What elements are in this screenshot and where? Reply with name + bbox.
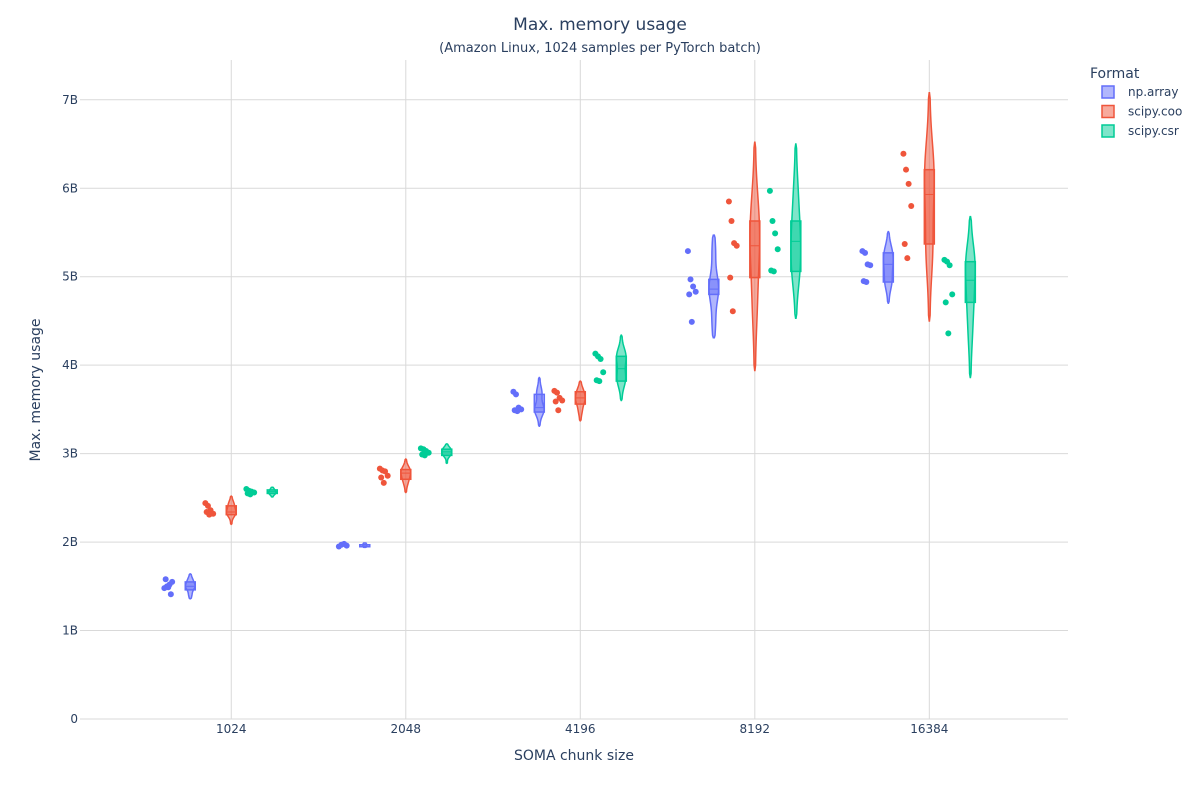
data-point-scipy-csr (597, 355, 604, 362)
data-point-scipy-coo (900, 150, 907, 157)
y-tick-label: 5B (62, 270, 78, 284)
data-point-np-array (514, 408, 521, 415)
legend[interactable]: Format np.array scipy.coo scipy.csr (1090, 66, 1182, 138)
y-tick-label: 2B (62, 535, 78, 549)
data-point-scipy-coo (729, 308, 736, 315)
grid-layer (80, 60, 1068, 720)
data-point-np-array (862, 249, 869, 256)
legend-swatch-scipy-csr (1101, 124, 1115, 138)
data-point-scipy-csr (774, 246, 781, 253)
data-point-scipy-coo (378, 474, 385, 481)
box-scipy-coo (400, 468, 412, 481)
data-point-np-array (863, 279, 870, 286)
box-np-array (708, 278, 720, 296)
data-point-scipy-coo (728, 217, 735, 224)
data-point-scipy-coo (555, 407, 562, 414)
y-tick-label: 6B (62, 181, 78, 195)
data-point-np-array (690, 283, 697, 290)
x-tick-label: 4196 (565, 722, 596, 736)
y-tick-label: 4B (62, 358, 78, 372)
data-point-np-array (692, 288, 699, 295)
data-point-np-array (162, 576, 169, 583)
data-point-scipy-coo (559, 397, 566, 404)
data-point-np-array (165, 584, 172, 591)
data-point-scipy-csr (421, 452, 428, 459)
data-point-scipy-coo (380, 479, 387, 486)
data-point-scipy-coo (904, 255, 911, 262)
x-tick-label: 16384 (910, 722, 948, 736)
data-point-scipy-csr (770, 268, 777, 275)
chart-subtitle: (Amazon Linux, 1024 samples per PyTorch … (439, 41, 761, 56)
data-point-np-array (686, 291, 693, 298)
legend-item-scipy-csr[interactable]: scipy.csr (1101, 124, 1179, 138)
data-point-scipy-coo (204, 502, 211, 509)
data-point-np-array (688, 318, 695, 325)
y-tick-label: 7B (62, 93, 78, 107)
data-point-scipy-coo (733, 242, 740, 249)
box-scipy-coo (923, 168, 936, 245)
legend-label-scipy-coo: scipy.coo (1128, 105, 1182, 119)
data-point-scipy-coo (382, 468, 389, 475)
data-point-scipy-coo (553, 389, 560, 396)
x-axis-title: SOMA chunk size (514, 748, 634, 764)
y-tick-label: 3B (62, 447, 78, 461)
box-np-array (882, 252, 895, 283)
data-point-scipy-coo (908, 202, 915, 209)
data-point-scipy-csr (596, 378, 603, 385)
legend-label-np-array: np.array (1128, 85, 1179, 99)
x-tick-label: 2048 (391, 722, 422, 736)
axis-layer: 0 1B 2B 3B 4B 5B 6B 7B 1024 2048 4196 8192 16384 (62, 93, 948, 736)
data-point-scipy-csr (600, 369, 607, 376)
data-point-scipy-coo (725, 198, 732, 205)
data-point-scipy-coo (384, 472, 391, 479)
legend-item-scipy-coo[interactable]: scipy.coo (1101, 104, 1182, 119)
data-point-scipy-csr (766, 187, 773, 194)
legend-swatch-scipy-coo (1101, 104, 1115, 119)
data-point-scipy-csr (769, 217, 776, 224)
x-tick-label: 8192 (740, 722, 771, 736)
x-tick-label: 1024 (216, 722, 247, 736)
legend-title: Format (1090, 66, 1140, 82)
data-point-scipy-coo (905, 180, 912, 187)
legend-items[interactable]: np.array scipy.coo scipy.csr (1101, 85, 1182, 138)
data-point-scipy-coo (901, 240, 908, 247)
legend-swatch-np-array (1101, 85, 1115, 99)
legend-item-np-array[interactable]: np.array (1101, 85, 1179, 99)
data-point-scipy-coo (206, 511, 213, 518)
y-axis-title: Max. memory usage (28, 318, 44, 461)
data-point-scipy-csr (949, 291, 956, 298)
legend-label-scipy-csr: scipy.csr (1128, 124, 1179, 138)
y-tick-label: 0 (70, 712, 78, 726)
box-np-array (533, 393, 546, 413)
data-point-np-array (169, 578, 176, 585)
data-point-scipy-csr (772, 230, 779, 237)
box-scipy-csr (790, 220, 802, 273)
data-point-scipy-coo (552, 398, 559, 405)
y-tick-label: 1B (62, 624, 78, 638)
box-scipy-csr (964, 260, 977, 304)
data-point-scipy-csr (942, 299, 949, 306)
data-point-np-array (687, 276, 694, 283)
data-point-scipy-coo (903, 166, 910, 173)
marks-layer (161, 91, 977, 600)
data-point-np-array (867, 262, 874, 269)
data-point-scipy-csr (946, 262, 953, 269)
data-point-np-array (684, 248, 691, 255)
chart-title: Max. memory usage (513, 15, 687, 35)
data-point-scipy-coo (727, 274, 734, 281)
data-point-scipy-csr (247, 491, 254, 498)
data-point-np-array (512, 391, 519, 398)
data-point-np-array (167, 591, 174, 598)
data-point-np-array (343, 542, 350, 549)
data-point-scipy-csr (945, 330, 952, 337)
box-scipy-coo (225, 505, 238, 516)
box-scipy-coo (749, 220, 761, 279)
